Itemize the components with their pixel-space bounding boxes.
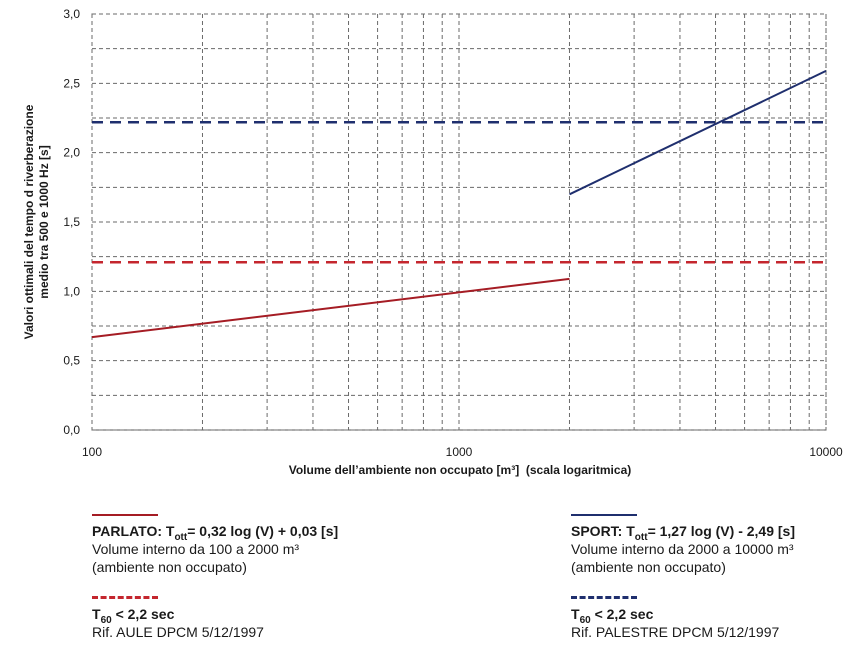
legend-sport-desc-2: (ambiente non occupato) xyxy=(571,559,726,575)
series-lines xyxy=(91,69,827,339)
y-tick-label: 1,5 xyxy=(63,215,80,229)
y-tick-label: 0,0 xyxy=(63,423,80,437)
legend-palestre-formula: T60 < 2,2 sec xyxy=(571,606,654,626)
legend-aule-desc: Rif. AULE DPCM 5/12/1997 xyxy=(92,624,264,640)
grid xyxy=(91,13,827,431)
legend-sport-desc-1: Volume interno da 2000 a 10000 m³ xyxy=(571,541,794,557)
legend-sport-swatch xyxy=(571,514,637,516)
x-tick-label: 1000 xyxy=(446,445,473,459)
legend-parlato-desc-1: Volume interno da 100 a 2000 m³ xyxy=(92,541,300,557)
y-tick-label: 2,0 xyxy=(63,146,80,160)
legend-parlato-formula: PARLATO: Tott= 0,32 log (V) + 0,03 [s] xyxy=(92,523,339,543)
y-tick-label: 1,0 xyxy=(63,284,80,298)
series-line-2 xyxy=(569,69,827,196)
x-tick-label: 10000 xyxy=(809,445,843,459)
x-tick-label: 100 xyxy=(82,445,102,459)
legend-sport: SPORT: Tott= 1,27 log (V) - 2,49 [s] Vol… xyxy=(571,514,795,641)
chart: 0,0 0,5 1,0 1,5 2,0 2,5 3,0 100 1000 10000 Valor… xyxy=(22,7,843,477)
x-axis-title: Volume dell’ambiente non occupato [m³] (… xyxy=(289,463,632,477)
y-tick-label: 0,5 xyxy=(63,354,80,368)
legend-parlato: PARLATO: Tott= 0,32 log (V) + 0,03 [s] V… xyxy=(92,514,338,641)
y-tick-labels: 0,0 0,5 1,0 1,5 2,0 2,5 3,0 xyxy=(63,7,80,437)
legend-parlato-swatch xyxy=(92,514,158,516)
legend-sport-formula: SPORT: Tott= 1,27 log (V) - 2,49 [s] xyxy=(571,523,795,543)
y-axis-title-line-2: medio tra 500 e 1000 Hz [s] xyxy=(37,145,51,298)
legend-aule-formula: T60 < 2,2 sec xyxy=(92,606,175,626)
legend-parlato-desc-2: (ambiente non occupato) xyxy=(92,559,247,575)
legend-aule-swatch xyxy=(92,596,158,599)
series-line-1 xyxy=(91,277,570,339)
y-tick-label: 2,5 xyxy=(63,76,80,90)
y-axis-title-line-1: Valori ottimali del tempo d riverberazio… xyxy=(22,104,36,339)
legend-palestre-swatch xyxy=(571,596,637,599)
x-tick-labels: 100 1000 10000 xyxy=(82,445,843,459)
legend-palestre-desc: Rif. PALESTRE DPCM 5/12/1997 xyxy=(571,624,780,640)
y-tick-label: 3,0 xyxy=(63,7,80,21)
